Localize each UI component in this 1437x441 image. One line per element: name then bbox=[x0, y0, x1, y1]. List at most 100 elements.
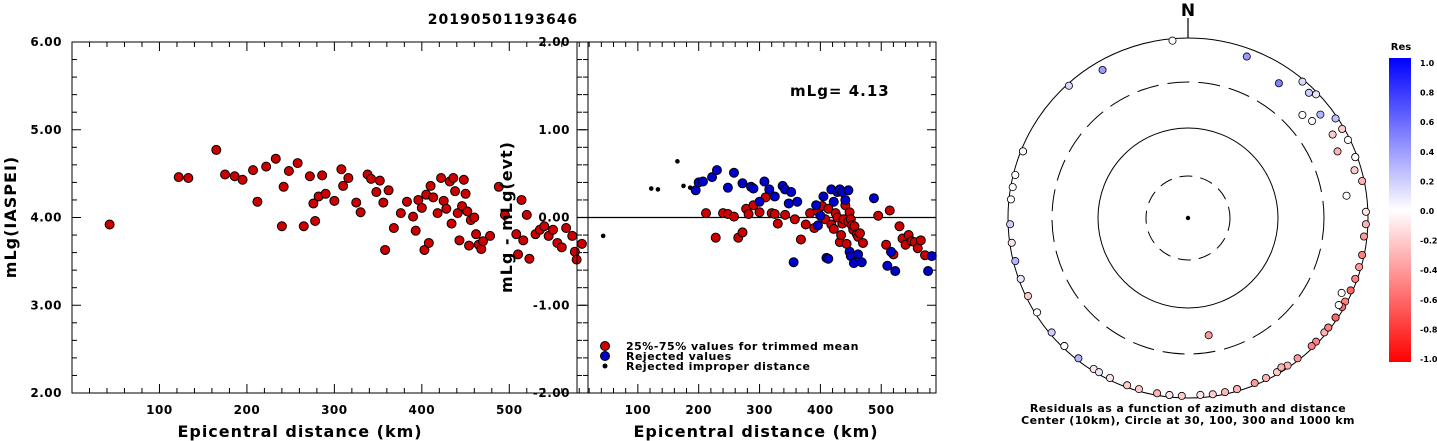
data-point bbox=[882, 260, 893, 271]
data-point bbox=[432, 208, 443, 219]
data-point bbox=[722, 182, 733, 193]
data-point bbox=[707, 172, 718, 183]
data-point bbox=[383, 185, 394, 196]
colorbar-tick: -0.8 bbox=[1420, 325, 1437, 334]
data-point bbox=[485, 230, 496, 241]
legend-swatch-rejected bbox=[600, 351, 610, 361]
data-point bbox=[252, 196, 263, 207]
plot1-tick-labels: 2.00 3.00 4.00 5.00 6.00 100 200 300 400… bbox=[30, 35, 522, 417]
data-point bbox=[478, 236, 489, 247]
data-point bbox=[283, 165, 294, 176]
plot1-xtick: 200 bbox=[234, 403, 261, 417]
plot2-xtick: 400 bbox=[807, 403, 834, 417]
station-point bbox=[1064, 81, 1073, 90]
data-point bbox=[818, 191, 829, 202]
colorbar-tick: 0.4 bbox=[1420, 148, 1435, 157]
colorbar-tick: -1.0 bbox=[1420, 355, 1437, 364]
plot1-ytick: 4.00 bbox=[30, 211, 62, 225]
plot1-xtick: 100 bbox=[146, 403, 173, 417]
data-point bbox=[539, 221, 550, 232]
data-point bbox=[211, 144, 222, 155]
ring-100km bbox=[1097, 127, 1279, 309]
data-point bbox=[868, 193, 879, 204]
data-point bbox=[881, 239, 892, 250]
data-point bbox=[700, 208, 711, 219]
plot1-xtick: 300 bbox=[321, 403, 348, 417]
data-point bbox=[800, 219, 811, 230]
plot1-ylabel: mLg(IASPEI) bbox=[1, 156, 20, 278]
data-point bbox=[915, 235, 926, 246]
station-point bbox=[1298, 77, 1307, 86]
station-point bbox=[1074, 354, 1083, 363]
plot2-points bbox=[600, 159, 937, 277]
data-point bbox=[380, 244, 391, 255]
colorbar-gradient bbox=[1389, 58, 1411, 362]
data-point bbox=[298, 221, 309, 232]
data-point bbox=[780, 209, 791, 220]
station-point bbox=[1095, 368, 1104, 377]
data-point bbox=[425, 180, 436, 191]
data-point bbox=[511, 229, 522, 240]
plot1-xtick: 500 bbox=[496, 403, 523, 417]
station-point bbox=[1331, 114, 1340, 123]
data-point bbox=[764, 184, 775, 195]
station-point bbox=[1033, 308, 1042, 317]
station-point bbox=[1277, 363, 1286, 372]
station-point bbox=[1011, 257, 1020, 266]
station-point bbox=[1324, 323, 1333, 332]
data-point bbox=[446, 218, 457, 229]
station-point bbox=[1359, 232, 1368, 241]
data-point bbox=[460, 188, 471, 199]
data-point bbox=[261, 161, 272, 172]
legend-label-accepted: 25%-75% values for trimmed mean bbox=[626, 340, 859, 353]
data-point bbox=[521, 209, 532, 220]
data-point bbox=[374, 175, 385, 186]
data-point bbox=[320, 188, 331, 199]
station-point bbox=[1293, 354, 1302, 363]
station-point bbox=[1006, 220, 1015, 229]
data-point bbox=[823, 203, 834, 214]
legend-label-improper: Rejected improper distance bbox=[626, 360, 810, 373]
plot2-xtick: 200 bbox=[685, 403, 712, 417]
data-point bbox=[772, 218, 783, 229]
legend-swatch-improper bbox=[602, 363, 608, 369]
plot2-xtick: 300 bbox=[746, 403, 773, 417]
station-point bbox=[1123, 381, 1132, 390]
data-point bbox=[675, 159, 680, 164]
colorbar: Res 1.0 0.8 0.6 0.4 0.2 0.0 -0.2 -0.4 -0… bbox=[1389, 42, 1437, 364]
data-point bbox=[743, 208, 754, 219]
station-point bbox=[1242, 52, 1251, 61]
polar-points bbox=[1006, 36, 1370, 400]
data-point bbox=[441, 203, 452, 214]
data-point bbox=[576, 238, 587, 249]
data-point bbox=[173, 172, 184, 183]
data-point bbox=[754, 196, 765, 207]
station-point bbox=[1006, 195, 1015, 204]
data-point bbox=[450, 186, 461, 197]
data-point bbox=[769, 208, 780, 219]
data-point bbox=[710, 232, 721, 243]
station-point bbox=[1338, 125, 1347, 134]
colorbar-tick: 0.0 bbox=[1420, 207, 1435, 216]
data-point bbox=[336, 164, 347, 175]
data-point bbox=[388, 223, 399, 234]
data-point bbox=[338, 180, 349, 191]
data-point bbox=[890, 266, 901, 277]
data-point bbox=[458, 174, 469, 185]
data-point bbox=[343, 173, 354, 184]
data-point bbox=[278, 181, 289, 192]
data-point bbox=[769, 191, 780, 202]
data-point bbox=[428, 192, 439, 203]
plot1-points bbox=[104, 144, 587, 265]
plot1-ytick: 2.00 bbox=[30, 386, 62, 400]
data-point bbox=[648, 186, 654, 191]
station-point bbox=[1177, 391, 1186, 400]
station-point bbox=[1008, 183, 1017, 192]
plot2-ytick: -1.00 bbox=[533, 298, 570, 312]
station-point bbox=[1024, 292, 1033, 301]
plot2-ytick: 1.00 bbox=[538, 123, 570, 137]
plot2-legend: 25%-75% values for trimmed mean Rejected… bbox=[600, 340, 859, 373]
colorbar-tick: 0.2 bbox=[1420, 177, 1434, 186]
data-point bbox=[248, 165, 259, 176]
data-point bbox=[395, 208, 406, 219]
